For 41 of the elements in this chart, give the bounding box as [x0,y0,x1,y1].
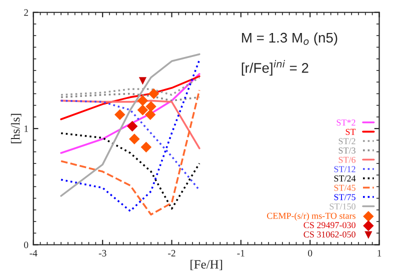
line-series [60,75,200,120]
x-tick-label: 0 [308,250,312,256]
point [137,104,148,116]
point [126,120,138,132]
x-axis-title: [Fe/H] [190,260,222,270]
y-tick-label: 0 [24,242,28,248]
point [144,109,156,120]
legend-label: ST/45 [334,184,356,191]
line-series [60,73,200,154]
legend-label: ST/150 [330,203,356,210]
legend-label: ST/6 [338,156,356,163]
point [114,109,126,120]
y-tick-label: 1 [24,126,28,132]
legend-label: ST [346,128,356,135]
x-tick-label: -4 [30,250,38,256]
y-axis-title: [hs/ls] [10,114,22,144]
x-tick-label: -1 [237,250,244,256]
legend-label: CS 29497-030 [304,222,356,228]
legend-label: CEMP-(s/r) ms-TO stars [267,212,356,221]
point [148,88,160,100]
point [138,77,146,85]
annotation: [r/Fe]$^{ini}$ = 2 [242,60,308,76]
point [129,134,140,144]
legend-label: ST/24 [334,175,356,182]
legend-label: ST/12 [334,166,356,172]
point [137,95,148,106]
x-tick-label: -3 [98,250,106,256]
point [140,142,152,153]
legend-label: ST/2 [338,138,356,144]
legend-label: ST*2 [336,120,356,126]
legend-label: ST/75 [334,194,356,200]
line-series [60,89,200,216]
legend-label: ST/3 [338,148,356,154]
annotation: M = 1.3 M$_{o}$ (n5) [242,32,338,46]
point [146,101,156,112]
y-tick-label: 2 [24,9,28,16]
legend-label: CS 31062-050 [304,231,356,238]
line-series [60,100,200,192]
x-tick-label: -2 [168,250,176,256]
x-tick-label: 1 [378,250,382,256]
line-series [60,132,200,210]
